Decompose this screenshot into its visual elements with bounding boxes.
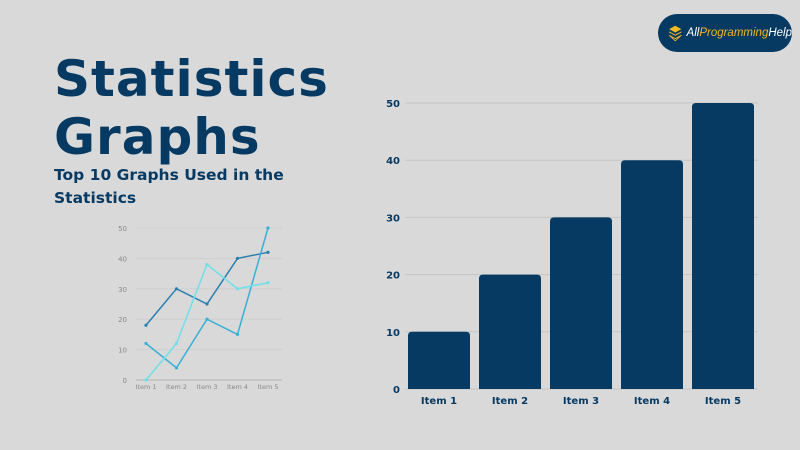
data-point xyxy=(205,317,209,321)
y-tick-label: 50 xyxy=(118,225,127,233)
y-tick-label: 30 xyxy=(118,286,127,294)
y-tick-label: 10 xyxy=(386,328,400,339)
y-tick-label: 40 xyxy=(386,156,400,167)
x-tick-label: Item 5 xyxy=(258,383,279,391)
data-point xyxy=(205,262,209,267)
data-point xyxy=(235,287,240,291)
logo-text: AllProgrammingHelp xyxy=(686,27,792,39)
x-tick-label: Item 3 xyxy=(563,396,599,407)
data-point xyxy=(174,287,179,291)
data-point xyxy=(174,366,179,370)
y-tick-label: 0 xyxy=(123,377,127,385)
bar xyxy=(550,217,612,389)
y-tick-label: 10 xyxy=(118,347,127,355)
data-point xyxy=(205,302,209,306)
y-tick-label: 50 xyxy=(386,99,400,110)
x-tick-label: Item 1 xyxy=(136,383,157,391)
data-point xyxy=(144,341,148,346)
data-point xyxy=(266,250,270,254)
bar xyxy=(621,160,683,389)
x-tick-label: Item 3 xyxy=(197,383,218,391)
y-tick-label: 20 xyxy=(386,271,400,282)
bar xyxy=(692,103,754,389)
x-tick-label: Item 1 xyxy=(421,396,457,407)
title-line-1: Statistics xyxy=(54,50,329,108)
subtitle: Top 10 Graphs Used in the Statistics xyxy=(54,166,284,207)
data-point xyxy=(266,281,270,285)
x-tick-label: Item 4 xyxy=(634,396,670,407)
line-series-2 xyxy=(145,227,269,369)
layers-icon xyxy=(668,25,682,42)
data-point xyxy=(235,332,240,336)
x-tick-label: Item 2 xyxy=(492,396,528,407)
bar xyxy=(479,274,541,389)
x-tick-label: Item 2 xyxy=(166,383,187,391)
y-tick-label: 30 xyxy=(386,213,400,224)
title-line-2: Graphs xyxy=(54,108,261,166)
y-tick-label: 40 xyxy=(118,255,127,263)
data-point xyxy=(144,323,148,327)
x-tick-label: Item 5 xyxy=(705,396,741,407)
x-tick-label: Item 4 xyxy=(227,383,248,391)
y-tick-label: 20 xyxy=(118,316,127,324)
data-point xyxy=(174,341,179,346)
line-series-3 xyxy=(145,263,269,381)
y-tick-label: 0 xyxy=(393,385,400,396)
bar xyxy=(408,331,470,389)
data-point xyxy=(144,378,148,382)
logo[interactable]: AllProgrammingHelp xyxy=(658,14,792,52)
page-title: Statistics Graphs xyxy=(54,50,329,166)
data-point xyxy=(266,226,270,230)
data-point xyxy=(235,256,240,260)
